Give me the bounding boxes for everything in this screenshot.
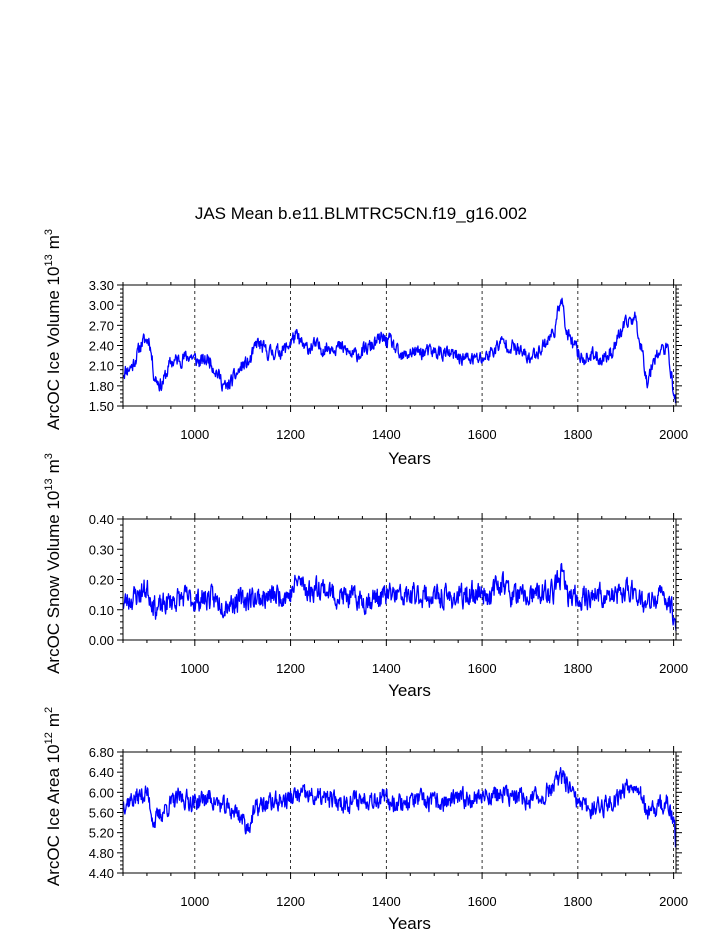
x-axis-label: Years bbox=[388, 914, 431, 933]
y-tick-label: 0.30 bbox=[89, 542, 114, 557]
x-tick-label: 1800 bbox=[563, 427, 592, 442]
y-axis-label-unit-exponent: 3 bbox=[43, 229, 55, 235]
y-tick-label: 0.20 bbox=[89, 573, 114, 588]
x-tick-label: 1000 bbox=[180, 661, 209, 676]
y-tick-label: 5.20 bbox=[89, 826, 114, 841]
y-tick-label: 3.30 bbox=[89, 278, 114, 293]
y-axis-label-exponent: 12 bbox=[43, 732, 55, 744]
x-tick-label: 1800 bbox=[563, 894, 592, 909]
y-axis-label-unit: m bbox=[44, 459, 63, 473]
x-tick-label: 1600 bbox=[468, 894, 497, 909]
x-tick-label: 1600 bbox=[468, 661, 497, 676]
snow-volume-panel: 1000 1200 1400 1600 1800 2000 0.00 0.10 0.20 0.30… bbox=[43, 453, 688, 700]
x-tick-label: 1800 bbox=[563, 661, 592, 676]
y-tick-label: 4.40 bbox=[89, 866, 114, 881]
y-tick-label: 0.00 bbox=[89, 633, 114, 648]
y-tick-label: 3.00 bbox=[89, 298, 114, 313]
x-axis-label: Years bbox=[388, 449, 431, 468]
y-axis-label: ArcOC Snow Volume 1013 m3 bbox=[43, 453, 63, 674]
y-axis-label-unit: m bbox=[44, 713, 63, 727]
x-tick-label: 1200 bbox=[276, 427, 305, 442]
y-tick-label: 0.40 bbox=[89, 512, 114, 527]
y-tick-label: 5.60 bbox=[89, 806, 114, 821]
y-tick-label: 2.40 bbox=[89, 339, 114, 354]
y-tick-label: 0.10 bbox=[89, 603, 114, 618]
x-tick-label: 1600 bbox=[468, 427, 497, 442]
x-tick-label: 1000 bbox=[180, 427, 209, 442]
snow-volume-series-line bbox=[122, 562, 677, 631]
x-tick-label: 2000 bbox=[659, 894, 688, 909]
panels-container: 1000 1200 1400 1600 1800 2000 1.50 1.80 2.10 2.40… bbox=[43, 229, 688, 933]
y-tick-label: 6.40 bbox=[89, 765, 114, 780]
x-tick-label: 2000 bbox=[659, 427, 688, 442]
y-axis-label-unit-exponent: 2 bbox=[43, 707, 55, 713]
ice-volume-series-line bbox=[122, 297, 677, 404]
figure-title: JAS Mean b.e11.BLMTRC5CN.f19_g16.002 bbox=[195, 204, 527, 223]
y-axis-label-main: ArcOC Snow Volume 10 bbox=[44, 491, 63, 674]
x-tick-label: 2000 bbox=[659, 661, 688, 676]
ice-area-panel: 1000 1200 1400 1600 1800 2000 4.40 4.80 5.20 5.60… bbox=[43, 707, 688, 933]
y-axis-label: ArcOC Ice Volume 1013 m3 bbox=[43, 229, 63, 430]
y-tick-label: 2.70 bbox=[89, 318, 114, 333]
y-axis-label-main: ArcOC Ice Volume 10 bbox=[44, 267, 63, 430]
y-axis-label-main: ArcOC Ice Area 10 bbox=[44, 744, 63, 886]
x-tick-label: 1000 bbox=[180, 894, 209, 909]
y-tick-label: 6.00 bbox=[89, 785, 114, 800]
plot-frame bbox=[122, 518, 677, 641]
x-axis-label: Years bbox=[388, 681, 431, 700]
y-axis-label-unit: m bbox=[44, 235, 63, 249]
y-tick-label: 6.80 bbox=[89, 745, 114, 760]
y-tick-label: 1.50 bbox=[89, 399, 114, 414]
x-tick-label: 1400 bbox=[372, 894, 401, 909]
plot-frame bbox=[122, 284, 677, 407]
ice-area-series-line bbox=[122, 767, 677, 848]
ice-volume-panel: 1000 1200 1400 1600 1800 2000 1.50 1.80 2.10 2.40… bbox=[43, 229, 688, 468]
x-tick-label: 1400 bbox=[372, 427, 401, 442]
x-tick-label: 1200 bbox=[276, 661, 305, 676]
y-axis-label-unit-exponent: 3 bbox=[43, 453, 55, 459]
y-axis-label: ArcOC Ice Area 1012 m2 bbox=[43, 707, 63, 886]
x-tick-label: 1400 bbox=[372, 661, 401, 676]
y-tick-label: 4.80 bbox=[89, 846, 114, 861]
y-tick-label: 1.80 bbox=[89, 379, 114, 394]
x-tick-label: 1200 bbox=[276, 894, 305, 909]
y-axis-label-exponent: 13 bbox=[43, 254, 55, 266]
y-axis-label-exponent: 13 bbox=[43, 478, 55, 490]
y-tick-label: 2.10 bbox=[89, 359, 114, 374]
